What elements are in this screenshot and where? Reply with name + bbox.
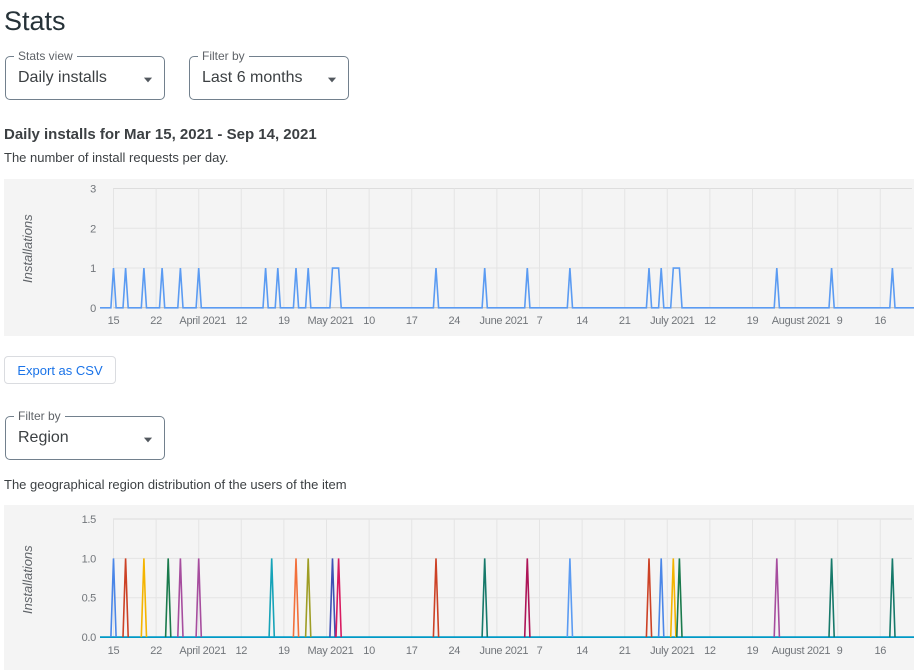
svg-text:August 2021: August 2021 <box>772 315 831 327</box>
svg-text:June 2021: June 2021 <box>480 645 529 657</box>
svg-text:2: 2 <box>90 223 96 235</box>
svg-text:April 2021: April 2021 <box>179 645 226 657</box>
svg-text:22: 22 <box>150 645 162 657</box>
svg-text:1.0: 1.0 <box>82 553 97 565</box>
svg-text:16: 16 <box>874 315 886 327</box>
svg-text:12: 12 <box>704 315 716 327</box>
svg-text:21: 21 <box>619 645 631 657</box>
svg-text:14: 14 <box>576 645 588 657</box>
svg-text:22: 22 <box>150 315 162 327</box>
svg-text:19: 19 <box>278 645 290 657</box>
svg-text:1.5: 1.5 <box>82 514 97 526</box>
svg-text:August 2021: August 2021 <box>772 645 831 657</box>
svg-text:June 2021: June 2021 <box>480 315 529 327</box>
svg-text:19: 19 <box>278 315 290 327</box>
svg-text:May 2021: May 2021 <box>308 315 354 327</box>
svg-text:9: 9 <box>837 645 843 657</box>
svg-text:19: 19 <box>747 645 759 657</box>
svg-text:10: 10 <box>363 315 375 327</box>
svg-text:9: 9 <box>837 315 843 327</box>
svg-text:15: 15 <box>108 645 120 657</box>
svg-text:April 2021: April 2021 <box>179 315 226 327</box>
svg-text:15: 15 <box>108 315 120 327</box>
svg-text:7: 7 <box>537 645 543 657</box>
svg-text:3: 3 <box>90 184 96 196</box>
svg-text:24: 24 <box>448 645 460 657</box>
svg-text:0: 0 <box>90 303 96 315</box>
svg-text:May 2021: May 2021 <box>308 645 354 657</box>
svg-text:12: 12 <box>235 315 247 327</box>
svg-text:0.5: 0.5 <box>82 593 97 605</box>
svg-text:10: 10 <box>363 645 375 657</box>
svg-text:7: 7 <box>537 315 543 327</box>
svg-text:July 2021: July 2021 <box>650 645 695 657</box>
svg-text:21: 21 <box>619 315 631 327</box>
svg-text:July 2021: July 2021 <box>650 315 695 327</box>
svg-text:12: 12 <box>704 645 716 657</box>
svg-text:1: 1 <box>90 263 96 275</box>
svg-text:12: 12 <box>235 645 247 657</box>
svg-text:19: 19 <box>747 315 759 327</box>
svg-text:24: 24 <box>448 315 460 327</box>
svg-text:17: 17 <box>406 645 418 657</box>
svg-text:16: 16 <box>874 645 886 657</box>
svg-text:17: 17 <box>406 315 418 327</box>
svg-text:14: 14 <box>576 315 588 327</box>
svg-text:0.0: 0.0 <box>82 632 97 644</box>
